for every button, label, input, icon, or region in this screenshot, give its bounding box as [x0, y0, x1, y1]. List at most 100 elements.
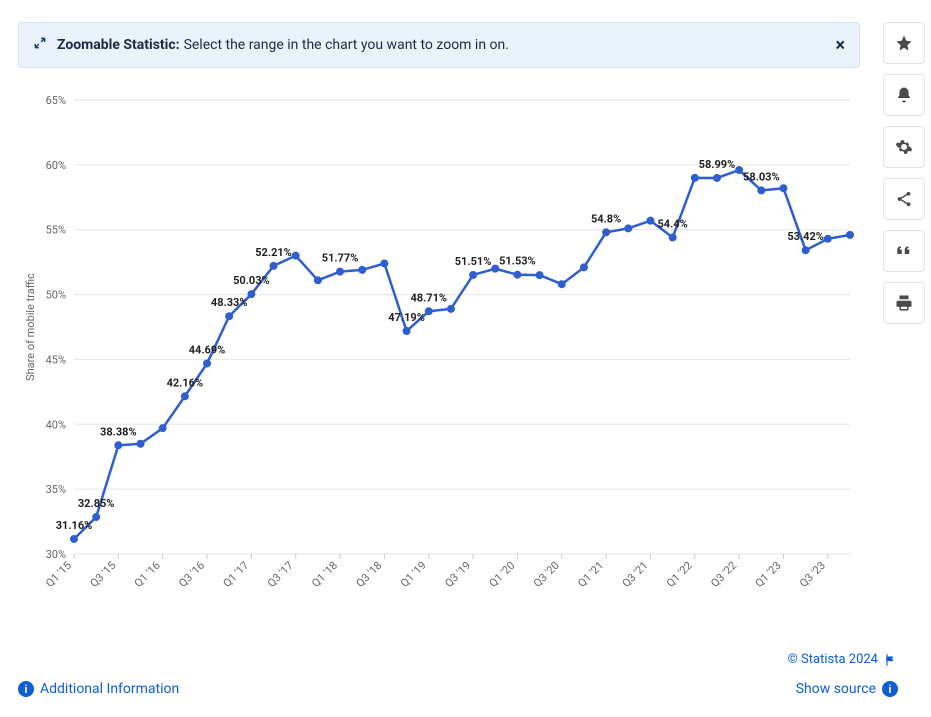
x-tick-label: Q1 '23 [753, 559, 784, 590]
data-point[interactable] [114, 441, 122, 449]
zoom-banner: Zoomable Statistic: Select the range in … [18, 22, 860, 68]
info-icon: i [882, 681, 898, 697]
banner-close-button[interactable]: × [835, 35, 845, 56]
data-point[interactable] [824, 235, 832, 243]
data-point[interactable] [580, 263, 588, 271]
data-label: 47.19% [388, 311, 425, 324]
data-label: 32.85% [78, 497, 115, 510]
x-tick-label: Q1 '19 [398, 559, 429, 590]
copyright: © Statista 2024 [788, 652, 898, 667]
x-tick-label: Q3 '23 [797, 559, 828, 590]
data-point[interactable] [159, 424, 167, 432]
x-tick-label: Q3 '17 [265, 559, 296, 590]
data-point[interactable] [624, 224, 632, 232]
data-point[interactable] [491, 265, 499, 273]
y-tick-label: 40% [46, 418, 66, 431]
line-chart[interactable]: 30%35%40%45%50%55%60%65%Share of mobile … [18, 82, 860, 634]
data-point[interactable] [846, 231, 854, 239]
data-point[interactable] [602, 228, 610, 236]
print-button[interactable] [883, 282, 925, 324]
data-point[interactable] [137, 440, 145, 448]
data-point[interactable] [247, 290, 255, 298]
data-point[interactable] [314, 276, 322, 284]
data-point[interactable] [336, 268, 344, 276]
y-tick-label: 30% [46, 548, 66, 561]
data-point[interactable] [669, 233, 677, 241]
expand-icon [33, 36, 47, 54]
data-point[interactable] [425, 307, 433, 315]
data-point[interactable] [92, 513, 100, 521]
settings-button[interactable] [883, 126, 925, 168]
y-tick-label: 45% [46, 353, 66, 366]
data-point[interactable] [713, 174, 721, 182]
data-point[interactable] [558, 280, 566, 288]
x-tick-label: Q1 '21 [575, 559, 606, 590]
data-label: 51.77% [322, 252, 359, 265]
x-tick-label: Q1 '17 [221, 559, 252, 590]
data-label: 52.21% [255, 246, 292, 259]
y-tick-label: 65% [46, 94, 66, 107]
x-tick-label: Q3 '16 [176, 559, 207, 590]
data-point[interactable] [380, 259, 388, 267]
x-tick-label: Q1 '16 [132, 559, 163, 590]
data-point[interactable] [691, 174, 699, 182]
additional-info-link[interactable]: i Additional Information [18, 681, 179, 697]
x-tick-label: Q3 '21 [620, 559, 651, 590]
x-tick-label: Q1 '22 [664, 559, 695, 590]
share-button[interactable] [883, 178, 925, 220]
flag-icon [884, 653, 898, 667]
notify-button[interactable] [883, 74, 925, 116]
banner-title-bold: Zoomable Statistic: [57, 37, 180, 53]
data-label: 31.16% [56, 519, 93, 532]
x-tick-label: Q1 '20 [487, 559, 518, 590]
data-label: 54.4% [657, 217, 687, 230]
data-point[interactable] [735, 166, 743, 174]
data-point[interactable] [70, 535, 78, 543]
data-label: 51.51% [455, 255, 492, 268]
side-toolbar [883, 22, 925, 324]
y-tick-label: 35% [46, 483, 66, 496]
data-label: 42.16% [167, 376, 204, 389]
info-icon: i [18, 681, 34, 697]
data-point[interactable] [802, 246, 810, 254]
y-tick-label: 55% [46, 224, 66, 237]
quote-icon [895, 242, 913, 260]
share-icon [895, 190, 913, 208]
data-label: 58.99% [699, 158, 736, 171]
y-tick-label: 60% [46, 159, 66, 172]
data-label: 53.42% [787, 230, 824, 243]
data-point[interactable] [225, 312, 233, 320]
gear-icon [895, 138, 913, 156]
x-tick-label: Q3 '18 [354, 559, 385, 590]
quote-button[interactable] [883, 230, 925, 272]
data-point[interactable] [469, 271, 477, 279]
data-point[interactable] [292, 252, 300, 260]
y-axis-label: Share of mobile traffic [24, 273, 37, 381]
data-label: 38.38% [100, 425, 137, 438]
data-point[interactable] [646, 217, 654, 225]
bell-icon [895, 86, 913, 104]
show-source-link[interactable]: Show source i [796, 681, 898, 697]
x-tick-label: Q3 '22 [708, 559, 739, 590]
print-icon [895, 294, 913, 312]
x-tick-label: Q3 '20 [531, 559, 562, 590]
x-tick-label: Q3 '19 [442, 559, 473, 590]
star-icon [895, 34, 913, 52]
data-point[interactable] [513, 271, 521, 279]
x-tick-label: Q1 '15 [43, 559, 74, 590]
data-point[interactable] [779, 184, 787, 192]
favorite-button[interactable] [883, 22, 925, 64]
data-label: 58.03% [743, 170, 780, 183]
data-point[interactable] [181, 392, 189, 400]
x-tick-label: Q3 '15 [88, 559, 119, 590]
data-point[interactable] [403, 327, 411, 335]
data-point[interactable] [203, 359, 211, 367]
data-label: 48.33% [211, 296, 248, 309]
x-tick-label: Q1 '18 [309, 559, 340, 590]
data-point[interactable] [358, 266, 366, 274]
data-label: 51.53% [499, 255, 536, 268]
data-point[interactable] [536, 271, 544, 279]
data-point[interactable] [757, 186, 765, 194]
data-point[interactable] [447, 305, 455, 313]
data-point[interactable] [270, 262, 278, 270]
